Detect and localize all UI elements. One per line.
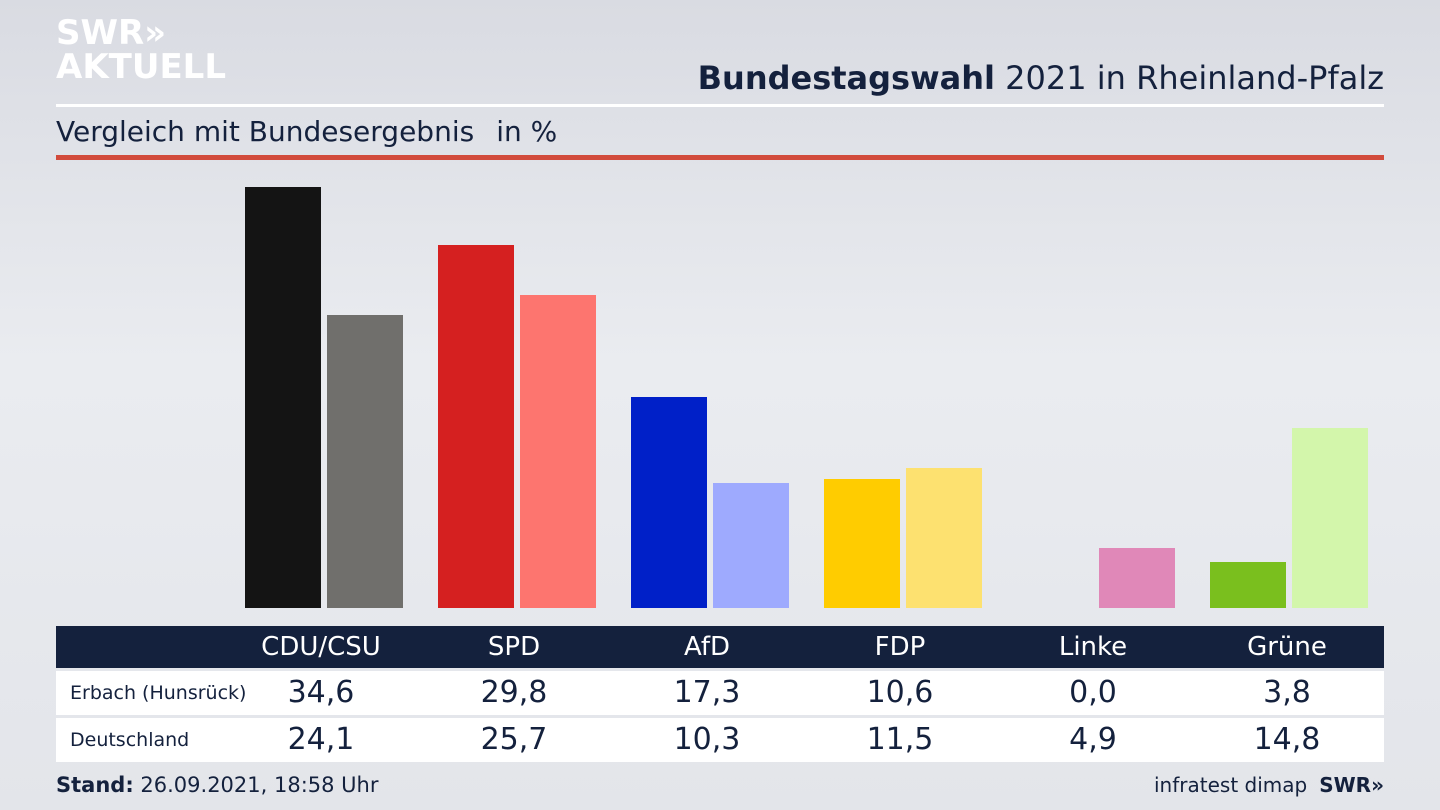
cell-deutschland-spd: 25,7	[480, 722, 548, 757]
header-linke: Linke	[1058, 632, 1128, 662]
bar-fdp-deutschland	[906, 468, 982, 608]
accent-rule	[56, 155, 1384, 160]
source-credit: infratest dimap SWR»	[1154, 770, 1384, 800]
bar-cdu-csu-deutschland	[327, 315, 403, 608]
cell-erbach-afd: 17,3	[673, 675, 741, 710]
cell-deutschland-linke: 4,9	[1069, 722, 1117, 757]
swr-aktuell-logo: SWR» AKTUELL	[56, 16, 226, 84]
logo-line2: AKTUELL	[56, 47, 227, 87]
header-gruene: Grüne	[1247, 632, 1327, 662]
bar-spd-erbach	[438, 245, 514, 608]
chart-subtitle: Vergleich mit Bundesergebnis in %	[56, 114, 557, 150]
bar-linke-deutschland	[1099, 548, 1175, 608]
cell-erbach-fdp: 10,6	[866, 675, 934, 710]
cell-erbach-spd: 29,8	[480, 675, 548, 710]
logo-line1: SWR»	[56, 13, 167, 53]
title-bold: Bundestagswahl	[697, 59, 995, 97]
results-table: CDU/CSU SPD AfD FDP Linke Grüne Erbach (…	[56, 626, 1384, 762]
unit-label: in %	[496, 115, 558, 148]
row-label-erbach: Erbach (Hunsrück)	[70, 682, 247, 704]
cell-erbach-linke: 0,0	[1069, 675, 1117, 710]
header-divider	[56, 104, 1384, 107]
bar-spd-deutschland	[520, 295, 596, 608]
header-fdp: FDP	[874, 632, 926, 662]
stand-label: Stand:	[56, 773, 134, 797]
header-spd: SPD	[487, 632, 541, 662]
bar-fdp-erbach	[824, 479, 900, 608]
cell-deutschland-cdu-csu: 24,1	[287, 722, 355, 757]
row-label-deutschland: Deutschland	[70, 729, 190, 751]
bar-gruene-erbach	[1210, 562, 1286, 608]
stand-value: 26.09.2021, 18:58 Uhr	[133, 773, 379, 797]
table-row: Erbach (Hunsrück) 34,6 29,8 17,3 10,6 0,…	[56, 671, 1384, 715]
table-header-row: CDU/CSU SPD AfD FDP Linke Grüne	[56, 626, 1384, 668]
cell-deutschland-afd: 10,3	[673, 722, 741, 757]
bar-afd-erbach	[631, 397, 707, 608]
table-row: Deutschland 24,1 25,7 10,3 11,5 4,9 14,8	[56, 718, 1384, 762]
title-rest: 2021 in Rheinland-Pfalz	[995, 59, 1384, 97]
cell-deutschland-gruene: 14,8	[1253, 722, 1321, 757]
header-afd: AfD	[683, 632, 731, 662]
source-label: infratest dimap	[1154, 773, 1308, 797]
cell-erbach-gruene: 3,8	[1263, 675, 1311, 710]
bar-afd-deutschland	[713, 483, 789, 608]
subtitle-text: Vergleich mit Bundesergebnis	[56, 115, 475, 148]
cell-deutschland-fdp: 11,5	[866, 722, 934, 757]
bar-cdu-csu-erbach	[245, 187, 321, 608]
timestamp: Stand: 26.09.2021, 18:58 Uhr	[56, 770, 379, 800]
page-title: Bundestagswahl 2021 in Rheinland-Pfalz	[698, 58, 1384, 98]
bar-gruene-deutschland	[1292, 428, 1368, 608]
cell-erbach-cdu-csu: 34,6	[287, 675, 355, 710]
header-cdu-csu: CDU/CSU	[261, 632, 381, 662]
swr-brand-logo: SWR»	[1319, 773, 1384, 797]
